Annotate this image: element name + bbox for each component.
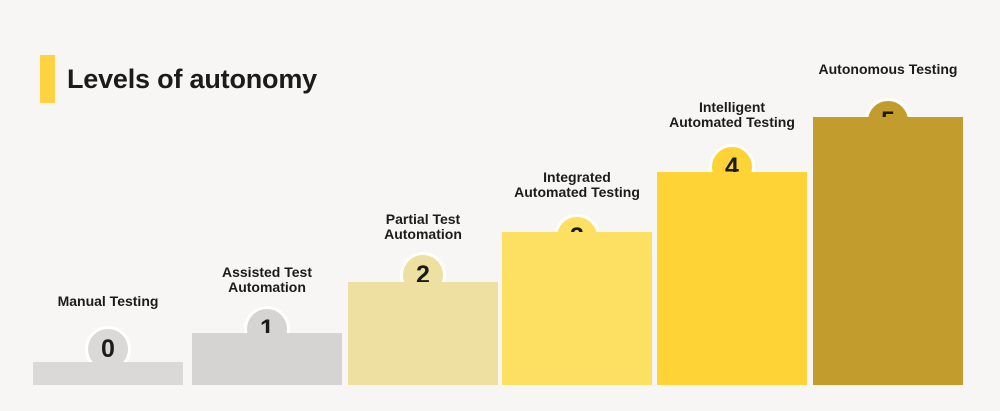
chart-header: Levels of autonomy xyxy=(40,55,317,103)
page-title: Levels of autonomy xyxy=(67,63,317,94)
level-3-label: Integrated Automated Testing xyxy=(514,169,640,200)
level-1-label: Assisted Test Automation xyxy=(222,264,312,295)
level-1-bar xyxy=(192,333,342,385)
level-column-1: Assisted Test Automation 1 xyxy=(192,0,342,411)
level-5-label: Autonomous Testing xyxy=(818,61,958,77)
level-0-bar xyxy=(33,362,183,385)
level-column-5: Autonomous Testing 5 xyxy=(813,0,963,411)
level-column-3: Integrated Automated Testing 3 xyxy=(502,0,652,411)
title-accent-bar xyxy=(40,55,55,103)
level-5-bar xyxy=(813,117,963,385)
level-4-bar xyxy=(657,172,807,385)
level-0-label: Manual Testing xyxy=(57,293,159,309)
level-2-number: 2 xyxy=(416,260,430,289)
level-column-0: Manual Testing 0 xyxy=(33,0,183,411)
level-4-label: Intelligent Automated Testing xyxy=(669,99,795,130)
level-column-4: Intelligent Automated Testing 4 xyxy=(657,0,807,411)
level-column-2: Partial Test Automation 2 xyxy=(348,0,498,411)
level-0-number: 0 xyxy=(101,334,115,363)
level-2-label: Partial Test Automation xyxy=(384,211,462,242)
level-3-bar xyxy=(502,232,652,385)
level-2-bar xyxy=(348,282,498,385)
